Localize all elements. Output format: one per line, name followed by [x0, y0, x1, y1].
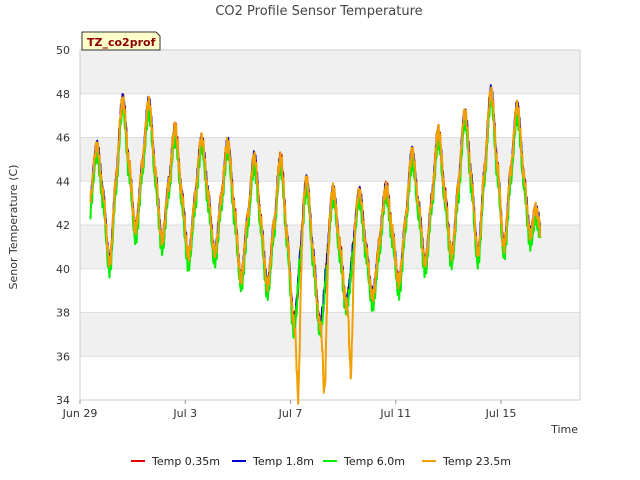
- x-tick-label: Jul 7: [278, 407, 303, 420]
- y-axis-label: Senor Temperature (C): [7, 165, 20, 290]
- legend-label: Temp 23.5m: [442, 455, 511, 468]
- x-axis: Jun 29 Jul 3 Jul 7 Jul 11 Jul 15: [62, 400, 517, 420]
- legend-label: Temp 6.0m: [343, 455, 405, 468]
- y-tick-label: 34: [56, 394, 70, 407]
- legend-label: Temp 0.35m: [151, 455, 220, 468]
- y-tick-label: 44: [56, 175, 70, 188]
- y-tick-label: 42: [56, 219, 70, 232]
- series-line-temp-6-0m: [89, 96, 542, 339]
- plot-frame: [79, 49, 581, 401]
- plot-band: [80, 312, 580, 357]
- tz-badge: TZ_co2prof: [81, 31, 161, 51]
- plot-band: [80, 268, 580, 313]
- plot-band: [80, 50, 580, 94]
- x-tick-label: Jun 29: [62, 407, 98, 420]
- y-tick-label: 46: [56, 132, 70, 145]
- y-tick-label: 36: [56, 350, 70, 363]
- x-tick-label: Jul 15: [485, 407, 517, 420]
- series-line-temp-23-5m: [89, 86, 542, 405]
- y-tick-label: 40: [56, 263, 70, 276]
- y-tick-label: 48: [56, 88, 70, 101]
- y-tick-label: 38: [56, 307, 70, 320]
- series-lines: [89, 84, 542, 405]
- y-tick-label: 50: [56, 44, 70, 57]
- legend-label: Temp 1.8m: [252, 455, 314, 468]
- legend: Temp 0.35m Temp 1.8m Temp 6.0m Temp 23.5m: [131, 455, 511, 468]
- tz-badge-text: TZ_co2prof: [87, 36, 156, 49]
- plot-band: [80, 93, 580, 138]
- tz-badge-box: [81, 31, 161, 51]
- chart-title: CO2 Profile Sensor Temperature: [215, 4, 422, 19]
- x-axis-label: Time: [550, 423, 578, 436]
- x-tick-label: Jul 3: [172, 407, 197, 420]
- x-tick-label: Jul 11: [379, 407, 411, 420]
- y-axis: 34 36 38 40 42 44 46 48 50: [56, 44, 70, 407]
- plot-band: [80, 356, 580, 400]
